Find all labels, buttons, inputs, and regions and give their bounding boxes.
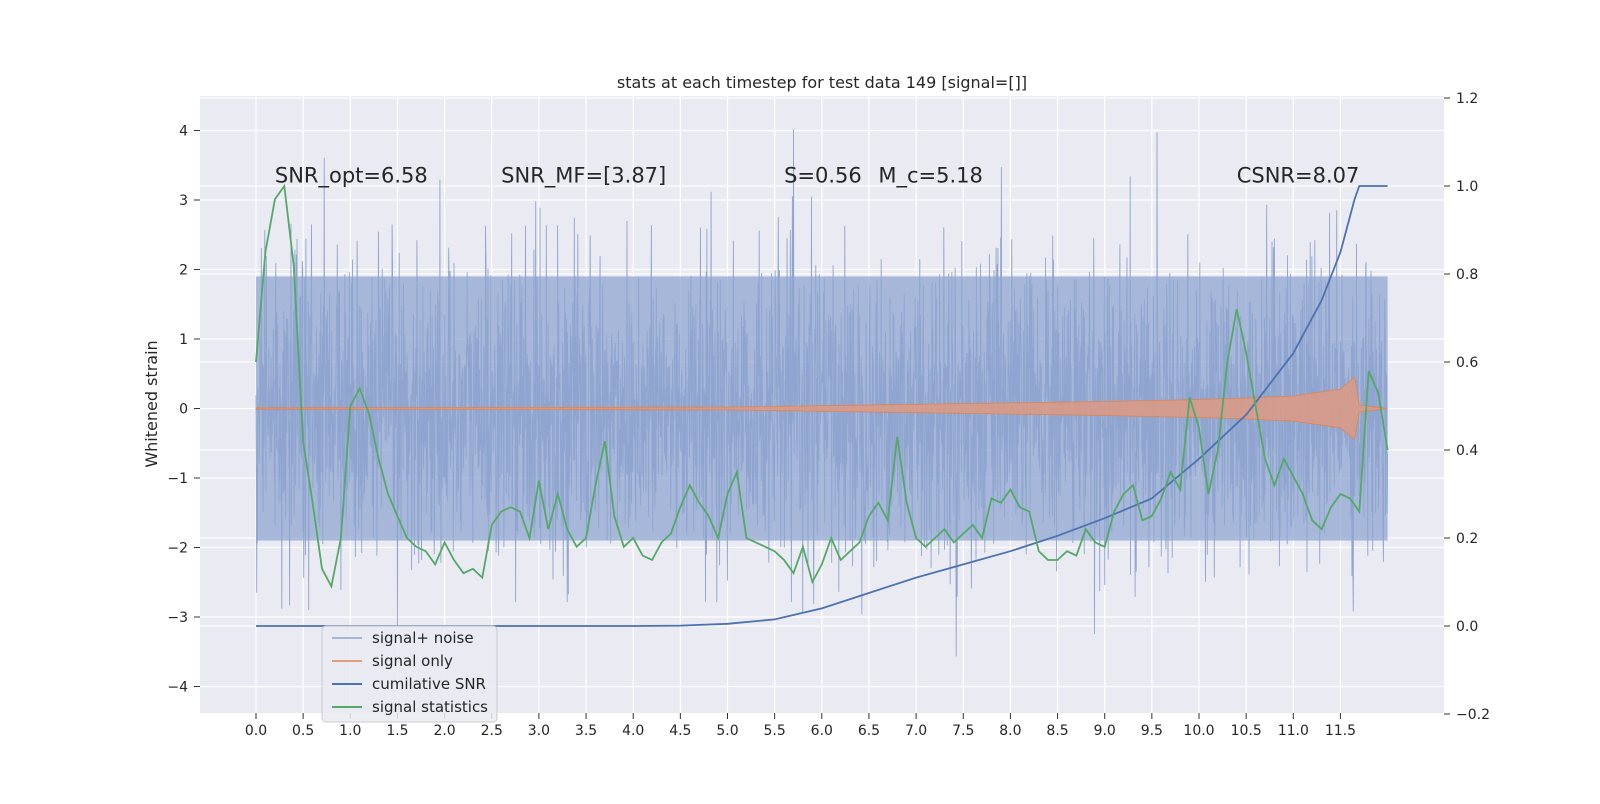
legend-label: signal only xyxy=(372,652,453,670)
annotations: SNR_opt=6.58 SNR_MF=[3.87] S=0.56 M_c=5.18 C… xyxy=(275,164,1360,189)
x-tick-label: 5.5 xyxy=(764,723,786,739)
y-tick-label: 4 xyxy=(179,124,188,140)
chart-title: stats at each timestep for test data 149… xyxy=(617,73,1027,92)
legend-label: signal statistics xyxy=(372,698,488,716)
x-tick-label: 5.0 xyxy=(716,723,738,739)
series-signal-noise-line xyxy=(255,129,1389,657)
x-tick-label: 2.0 xyxy=(433,723,455,739)
x-tick-label: 3.0 xyxy=(528,723,550,739)
series-cumulative-snr xyxy=(256,185,1388,627)
annotation-snr-opt: SNR_opt=6.58 xyxy=(275,164,428,189)
y2-tick-label: 0.0 xyxy=(1456,619,1478,635)
annotation-csnr: CSNR=8.07 xyxy=(1237,164,1360,188)
x-tick-label: 6.0 xyxy=(811,723,833,739)
y2-tick-label: 1.2 xyxy=(1456,91,1478,107)
axes: 0.0 0.5 1.0 1.5 2.0 2.5 3.0 3.5 4.0 4.5 5.0 5.5 6.0 6… xyxy=(167,91,1490,739)
legend-label: cumilative SNR xyxy=(372,675,486,693)
legend-label: signal+ noise xyxy=(372,629,474,647)
data-area xyxy=(255,129,1389,657)
y2-tick-label: 0.8 xyxy=(1456,267,1478,283)
y-tick-label: 1 xyxy=(179,332,188,348)
x-tick-label: 11.0 xyxy=(1278,723,1309,739)
y2-tick-label: −0.2 xyxy=(1456,707,1490,723)
x-tick-label: 0.0 xyxy=(245,723,267,739)
y-tick-label: 2 xyxy=(179,263,188,279)
x-tick-label: 2.5 xyxy=(481,723,503,739)
y2-tick-label: 1.0 xyxy=(1456,179,1478,195)
x-tick-label: 0.5 xyxy=(292,723,314,739)
y-tick-label: 3 xyxy=(179,193,188,209)
x-tick-label: 7.0 xyxy=(905,723,927,739)
y-tick-label: −3 xyxy=(167,610,188,626)
x-tick-label: 4.0 xyxy=(622,723,644,739)
y2-tick-label: 0.2 xyxy=(1456,531,1478,547)
y-axis-label: Whitened strain xyxy=(142,340,161,467)
x-tick-label: 3.5 xyxy=(575,723,597,739)
legend: signal+ noise signal only cumilative SNR si… xyxy=(321,625,498,723)
x-tick-label: 7.5 xyxy=(952,723,974,739)
series-signal-only xyxy=(255,376,1388,441)
y-tick-label: −4 xyxy=(167,680,188,696)
y-tick-label: −1 xyxy=(167,471,188,487)
annotation-mc: M_c=5.18 xyxy=(878,164,983,189)
x-tick-label: 11.5 xyxy=(1325,723,1356,739)
x-tick-label: 4.5 xyxy=(669,723,691,739)
series-signal-statistics xyxy=(255,183,1389,590)
legend-box xyxy=(321,625,498,723)
x-tick-label: 9.0 xyxy=(1094,723,1116,739)
x-tick-label: 9.5 xyxy=(1141,723,1163,739)
x-tick-label: 6.5 xyxy=(858,723,880,739)
y-tick-label: 0 xyxy=(179,402,188,418)
y2-tick-label: 0.6 xyxy=(1456,355,1478,371)
x-tick-label: 10.5 xyxy=(1231,723,1262,739)
annotation-s-stat: S=0.56 xyxy=(784,164,862,188)
x-tick-label: 8.0 xyxy=(999,723,1021,739)
x-tick-label: 1.0 xyxy=(339,723,361,739)
x-tick-label: 10.0 xyxy=(1183,723,1214,739)
annotation-snr-mf: SNR_MF=[3.87] xyxy=(501,164,666,189)
x-tick-label: 8.5 xyxy=(1046,723,1068,739)
x-tick-label: 1.5 xyxy=(386,723,408,739)
y2-tick-label: 0.4 xyxy=(1456,443,1478,459)
y-tick-label: −2 xyxy=(167,541,188,557)
